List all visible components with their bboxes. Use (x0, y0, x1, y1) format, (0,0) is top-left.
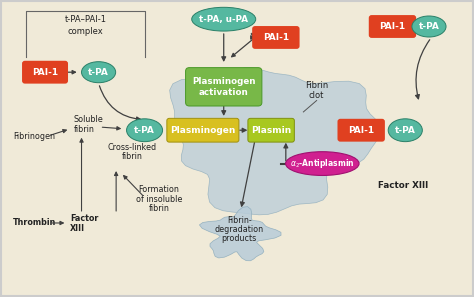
Ellipse shape (285, 152, 359, 176)
Text: Fibrin-: Fibrin- (227, 216, 252, 225)
Ellipse shape (412, 16, 446, 37)
Text: Plasmin: Plasmin (251, 126, 291, 135)
Text: t-PA: t-PA (88, 68, 109, 77)
Text: t-PA: t-PA (134, 126, 155, 135)
Text: $\alpha_2$-Antiplasmin: $\alpha_2$-Antiplasmin (290, 157, 355, 170)
Polygon shape (170, 68, 381, 215)
Text: Plasminogen: Plasminogen (170, 126, 236, 135)
Text: t-PA: t-PA (419, 22, 439, 31)
Text: Soluble: Soluble (73, 115, 103, 124)
Text: t-PA, u-PA: t-PA, u-PA (199, 15, 248, 24)
Ellipse shape (388, 119, 422, 142)
Text: fibrin: fibrin (73, 125, 94, 134)
Text: degradation: degradation (215, 225, 264, 234)
FancyBboxPatch shape (252, 26, 300, 49)
Ellipse shape (127, 119, 163, 142)
Text: fibrin: fibrin (148, 204, 169, 213)
FancyBboxPatch shape (185, 68, 262, 106)
Text: Fibrin: Fibrin (305, 81, 328, 90)
FancyBboxPatch shape (337, 119, 385, 142)
Text: clot: clot (309, 91, 324, 100)
Text: XIII: XIII (70, 224, 85, 233)
Text: of insoluble: of insoluble (136, 195, 182, 204)
Text: PAI-1: PAI-1 (379, 22, 406, 31)
Text: PAI-1: PAI-1 (348, 126, 374, 135)
FancyBboxPatch shape (22, 61, 68, 84)
Text: Cross-linked: Cross-linked (107, 143, 156, 152)
FancyBboxPatch shape (248, 118, 294, 142)
Text: Formation: Formation (138, 185, 179, 194)
Text: products: products (222, 234, 257, 243)
Text: t-PA: t-PA (395, 126, 416, 135)
FancyBboxPatch shape (369, 15, 416, 38)
Text: complex: complex (67, 28, 103, 37)
Text: Factor: Factor (70, 214, 99, 223)
Ellipse shape (82, 62, 116, 83)
Text: Fibrinogen: Fibrinogen (13, 132, 55, 141)
Text: Factor XIII: Factor XIII (378, 181, 428, 189)
FancyBboxPatch shape (167, 118, 239, 142)
Text: Plasminogen
activation: Plasminogen activation (192, 77, 255, 97)
Text: fibrin: fibrin (121, 152, 142, 161)
Polygon shape (200, 207, 281, 261)
Text: t-PA–PAI-1: t-PA–PAI-1 (64, 15, 106, 24)
Text: PAI-1: PAI-1 (32, 68, 58, 77)
Ellipse shape (191, 7, 256, 31)
Text: PAI-1: PAI-1 (263, 33, 289, 42)
Text: Thrombin: Thrombin (13, 219, 57, 228)
